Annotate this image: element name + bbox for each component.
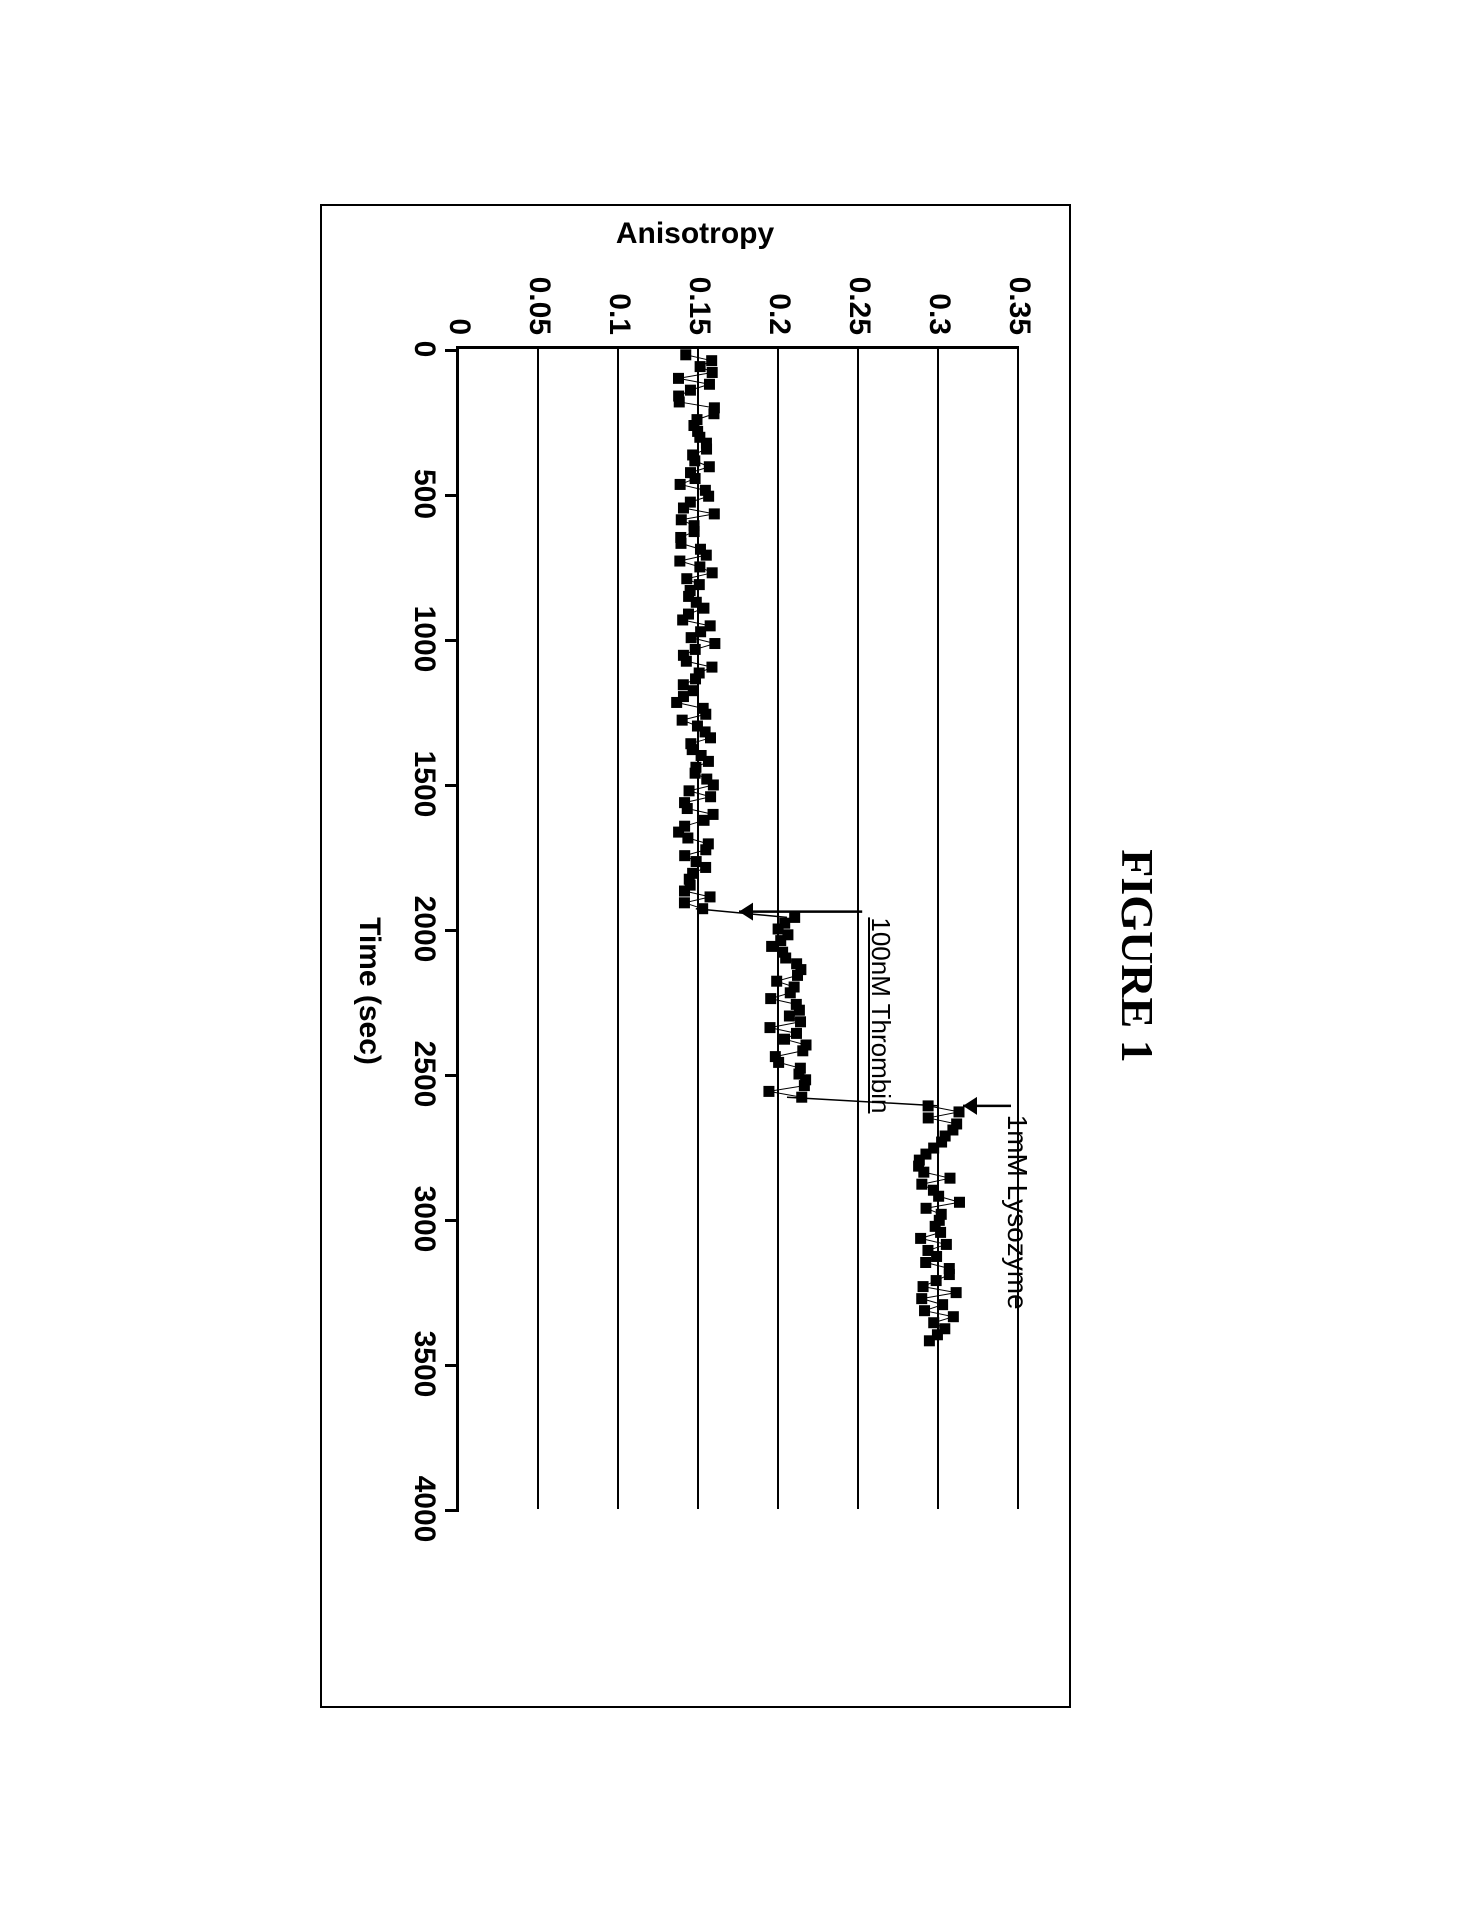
xtick-label: 4000 xyxy=(407,1476,459,1543)
plot-box: 00.050.10.150.20.250.30.3505001000150020… xyxy=(456,346,1019,1509)
xtick-label: 2000 xyxy=(407,896,459,963)
ytick-label: 0.3 xyxy=(922,293,956,349)
ytick-label: 0.2 xyxy=(762,293,796,349)
gridline xyxy=(537,349,539,1509)
chart-area: 00.050.10.150.20.250.30.3505001000150020… xyxy=(352,346,1019,1636)
page: FIGURE 1 Anisotropy 00.050.10.150.20.250… xyxy=(0,0,1484,1913)
scatter-layer xyxy=(459,349,1019,1509)
gridline xyxy=(937,349,939,1509)
chart-frame: Anisotropy 00.050.10.150.20.250.30.35050… xyxy=(320,204,1071,1708)
gridline xyxy=(857,349,859,1509)
xtick-label: 3000 xyxy=(407,1186,459,1253)
ytick-label: 0.35 xyxy=(1002,277,1036,349)
gridline xyxy=(777,349,779,1509)
ytick-label: 0.05 xyxy=(522,277,556,349)
ytick-label: 0.1 xyxy=(602,293,636,349)
chart-annotation: 1mM Lysozyme xyxy=(1001,1115,1033,1310)
figure-title: FIGURE 1 xyxy=(1111,156,1164,1756)
chart-annotation: 100nM Thrombin xyxy=(865,917,896,1113)
xtick-label: 2500 xyxy=(407,1041,459,1108)
xtick-label: 1000 xyxy=(407,606,459,673)
gridline xyxy=(617,349,619,1509)
ytick-label: 0.15 xyxy=(682,277,716,349)
gridline xyxy=(697,349,699,1509)
rotated-container: FIGURE 1 Anisotropy 00.050.10.150.20.250… xyxy=(320,156,1164,1756)
x-axis-label: Time (sec) xyxy=(352,346,386,1636)
xtick-label: 1500 xyxy=(407,751,459,818)
xtick-label: 3500 xyxy=(407,1331,459,1398)
xtick-label: 500 xyxy=(407,469,459,519)
xtick-label: 0 xyxy=(407,341,459,358)
y-axis-label: Anisotropy xyxy=(616,217,774,251)
ytick-label: 0.25 xyxy=(842,277,876,349)
gridline xyxy=(1017,349,1019,1509)
figure-content: FIGURE 1 Anisotropy 00.050.10.150.20.250… xyxy=(320,156,1164,1756)
